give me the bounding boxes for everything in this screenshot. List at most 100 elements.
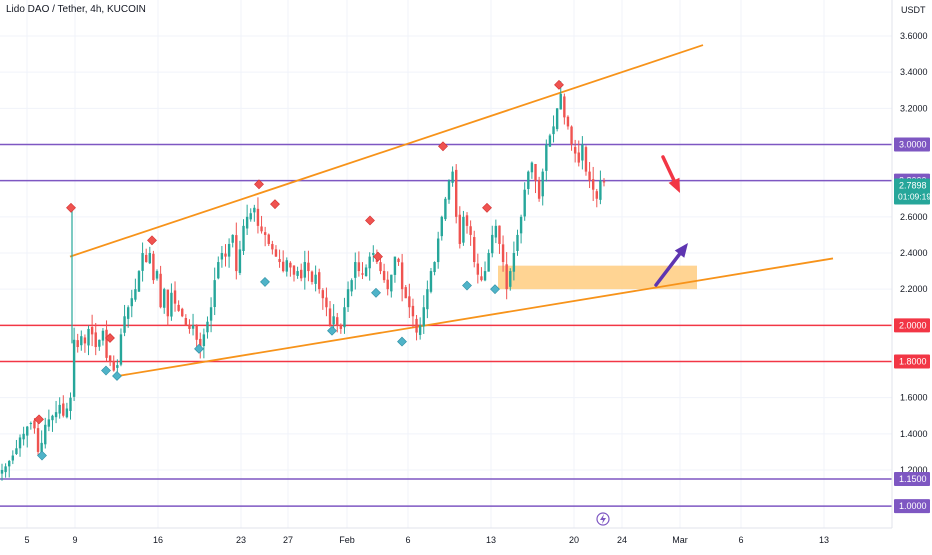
candle-body — [274, 249, 278, 257]
candle-body — [26, 426, 29, 436]
candle-body — [4, 466, 7, 473]
candle-body — [433, 262, 436, 273]
candle-body — [545, 144, 548, 171]
candle-body — [415, 318, 418, 333]
candle-body — [58, 404, 61, 414]
candle-body — [473, 237, 476, 263]
candle-body — [469, 226, 472, 235]
candle-body — [487, 253, 490, 272]
chart-misc — [596, 512, 610, 526]
candle-body — [260, 226, 263, 232]
candle-body — [599, 180, 602, 200]
candle-body — [235, 235, 238, 272]
candle-body — [512, 253, 516, 272]
candle-body — [552, 126, 555, 135]
swing-marker-high — [482, 202, 492, 213]
candle-body — [29, 422, 33, 425]
candle-body — [476, 263, 480, 275]
candle-body — [595, 191, 598, 199]
candle-body — [465, 215, 469, 226]
candle-body — [372, 253, 375, 255]
swing-marker-high — [438, 141, 448, 152]
candle-body — [202, 334, 206, 347]
swing-marker-high — [105, 333, 115, 343]
support-zone — [498, 265, 697, 290]
candle-body — [220, 253, 224, 260]
swing-marker-low — [101, 365, 111, 376]
candle-body — [299, 269, 303, 279]
swing-marker-low — [37, 450, 47, 461]
candle-body — [588, 171, 591, 181]
time-tick-label: 9 — [72, 535, 77, 545]
price-tick-label: 2.2000 — [900, 284, 928, 294]
candle-body — [364, 267, 368, 277]
candle-body — [76, 340, 79, 348]
candle-body — [69, 397, 72, 411]
swing-marker-low — [462, 280, 472, 291]
candle-body — [245, 216, 249, 229]
candle-body — [455, 169, 458, 217]
candle-body — [516, 234, 519, 252]
candle-body — [126, 307, 130, 319]
level-price-label: 2.0000 — [899, 320, 927, 330]
candle-body — [18, 437, 22, 449]
candle-body — [307, 262, 310, 272]
candle-body — [318, 272, 321, 290]
candle-body — [346, 289, 350, 308]
candle-body — [148, 253, 151, 264]
candle-body — [90, 327, 94, 335]
candle-body — [354, 262, 357, 278]
candle-body — [332, 316, 335, 325]
price-tick-label: 3.6000 — [900, 31, 928, 41]
candle-body — [566, 116, 570, 127]
level-price-tag — [894, 499, 930, 514]
candle-body — [289, 262, 292, 268]
candle-body — [321, 290, 325, 299]
swing-marker-high — [254, 179, 264, 190]
candle-body — [36, 428, 40, 452]
candle-body — [458, 214, 462, 244]
candle-body — [231, 234, 234, 243]
swing-marker-low — [397, 336, 407, 347]
candle-body — [8, 460, 11, 467]
candle-body — [141, 253, 144, 271]
candle-body — [170, 292, 173, 317]
candle-body — [451, 171, 454, 183]
level-price-label: 1.8000 — [899, 357, 927, 367]
candle-body — [238, 249, 242, 273]
price-axis[interactable]: 3.6000 3.4000 3.2000 2.6000 2.4000 2.2000 1.60… — [891, 0, 931, 528]
trend-lines — [69, 44, 834, 377]
candle-body — [303, 262, 307, 278]
candle-body — [195, 325, 198, 340]
candle-body — [40, 442, 43, 454]
bullish-arrow-head — [674, 243, 688, 258]
swing-marker-low — [112, 371, 122, 381]
candle-body — [256, 208, 260, 226]
candle-body — [199, 338, 202, 348]
candle-body — [134, 289, 137, 300]
time-tick-label: 13 — [819, 535, 829, 545]
grid — [0, 0, 892, 528]
candle-body — [548, 135, 552, 147]
candle-body — [101, 330, 105, 341]
time-axis[interactable]: 5 9 16 23 27 Feb 6 13 20 24 Mar 6 13 — [0, 527, 892, 545]
candle-body — [350, 280, 353, 292]
candle-body — [357, 262, 361, 272]
candles — [0, 81, 606, 481]
current-price-tag — [894, 178, 930, 205]
candle-body — [87, 328, 90, 346]
level-price-tag — [894, 318, 930, 333]
time-tick-label: 24 — [617, 535, 627, 545]
candle-body — [581, 144, 584, 161]
candle-body — [137, 271, 141, 292]
candle-body — [83, 337, 87, 344]
countdown-label: 01:09:19 — [898, 192, 931, 202]
candle-body — [267, 234, 270, 244]
candle-body — [422, 307, 425, 327]
swing-marker-high — [554, 79, 564, 90]
level-price-label: 3.0000 — [899, 140, 927, 150]
candle-body — [54, 412, 58, 418]
candle-body — [105, 329, 108, 358]
